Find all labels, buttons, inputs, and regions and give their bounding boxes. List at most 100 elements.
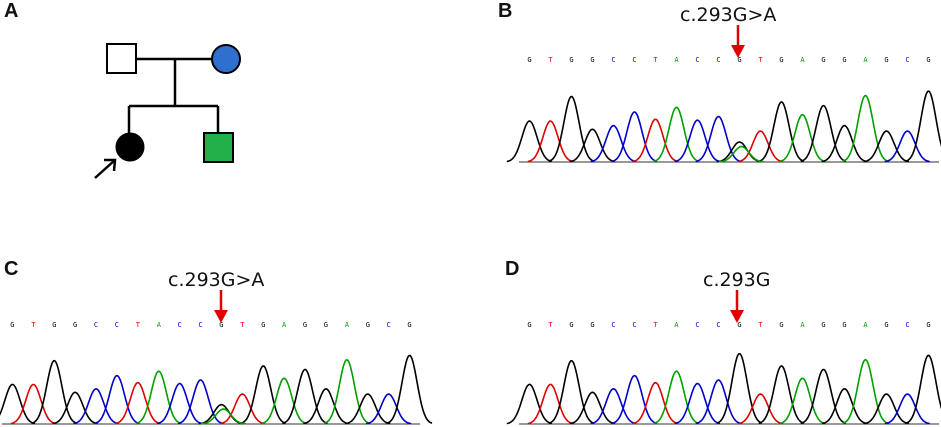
trace-peak-14-G xyxy=(800,368,847,425)
proband-circle xyxy=(115,132,145,162)
trace-peak-15-G xyxy=(821,124,867,163)
base-call-9: C xyxy=(716,321,720,329)
arrow-b xyxy=(731,25,745,58)
trace-peak-2-G xyxy=(548,95,595,163)
trace-peak-10-G xyxy=(716,352,763,424)
arrow-c xyxy=(214,290,228,323)
base-call-16: A xyxy=(345,321,350,329)
base-call-1: T xyxy=(548,321,553,329)
base-call-3: G xyxy=(590,56,594,64)
proband-arrow xyxy=(94,159,116,179)
trace-peak-1-T xyxy=(527,120,574,163)
panel-label-a: A xyxy=(4,0,19,22)
arrow-d xyxy=(730,290,744,323)
trace-peak-13-A xyxy=(779,113,826,163)
trace-peak-2-G xyxy=(548,359,595,425)
base-call-3: G xyxy=(73,321,77,329)
trace-peak-5-C xyxy=(611,111,658,163)
base-call-14: G xyxy=(303,321,307,329)
base-call-0: G xyxy=(527,56,531,64)
base-call-8: C xyxy=(695,56,699,64)
base-call-11: T xyxy=(758,321,763,329)
trace-peak-14-G xyxy=(800,104,847,163)
trace-peak-16-A xyxy=(842,358,889,425)
base-call-14: G xyxy=(821,56,825,64)
base-call-4: C xyxy=(94,321,98,329)
base-call-10: G xyxy=(737,321,741,329)
trace-peak-18-C xyxy=(365,393,412,425)
trace-peak-4-C xyxy=(590,387,636,425)
base-call-13: A xyxy=(800,321,805,329)
trace-peak-3-G xyxy=(569,128,615,163)
trace-peak-2-G xyxy=(31,359,77,425)
trace-peak-15-G xyxy=(821,387,867,425)
base-call-2: G xyxy=(569,56,573,64)
trace-peak-3-G xyxy=(52,391,98,425)
trace-peak-4-C xyxy=(73,388,119,425)
base-call-15: G xyxy=(842,56,846,64)
trace-peak-17-G xyxy=(345,393,391,425)
base-call-16: A xyxy=(863,321,868,329)
trace-peak-11-T xyxy=(737,393,783,425)
base-call-19: G xyxy=(926,56,930,64)
base-call-18: C xyxy=(386,321,390,329)
base-call-13: A xyxy=(282,321,287,329)
trace-peak-7-A xyxy=(653,106,700,163)
trace-peak-19-G xyxy=(905,354,941,424)
base-call-18: C xyxy=(905,56,909,64)
trace-peak-0-G xyxy=(506,120,553,163)
base-call-17: G xyxy=(884,321,888,329)
base-call-4: C xyxy=(611,56,615,64)
trace-peak-18-C xyxy=(884,393,930,425)
trace-peak-0-G xyxy=(0,383,36,425)
base-call-10: G xyxy=(219,321,223,329)
base-call-12: G xyxy=(779,56,783,64)
base-call-6: T xyxy=(653,321,658,329)
trace-peak-16-A xyxy=(324,359,370,425)
trace-peak-12-G xyxy=(758,365,805,425)
trace-peak-alt-A xyxy=(718,145,764,163)
trace-peak-9-C xyxy=(695,379,741,425)
base-call-10: G xyxy=(737,56,741,64)
trace-peak-11-T xyxy=(737,130,783,163)
trace-peak-1-T xyxy=(527,383,573,425)
base-call-1: T xyxy=(548,56,553,64)
base-call-4: C xyxy=(611,321,615,329)
trace-peak-9-C xyxy=(177,379,224,425)
base-call-7: A xyxy=(674,56,679,64)
panel-label-c: C xyxy=(4,258,19,280)
trace-peak-8-C xyxy=(674,382,721,425)
father-square xyxy=(106,43,137,74)
trace-peak-19-G xyxy=(386,354,433,424)
base-call-17: G xyxy=(366,321,370,329)
base-call-5: C xyxy=(632,56,636,64)
brother-square xyxy=(203,132,234,163)
mutation-label-c: c.293G>A xyxy=(168,269,265,291)
base-call-12: G xyxy=(261,321,265,329)
base-call-14: G xyxy=(821,321,825,329)
trace-peak-6-T xyxy=(632,118,679,163)
trace-peak-12-G xyxy=(758,101,805,163)
base-call-1: T xyxy=(31,321,36,329)
trace-peak-15-G xyxy=(303,388,349,425)
trace-peak-17-G xyxy=(863,130,909,163)
trace-peak-16-A xyxy=(842,94,889,163)
panel-label-b: B xyxy=(498,0,513,22)
trace-peak-5-C xyxy=(94,374,140,425)
base-call-6: T xyxy=(136,321,141,329)
base-call-13: A xyxy=(800,56,805,64)
trace-peak-5-C xyxy=(611,374,658,425)
base-call-5: C xyxy=(632,321,636,329)
base-call-12: G xyxy=(779,321,783,329)
trace-peak-13-A xyxy=(779,377,826,425)
trace-peak-9-C xyxy=(695,115,742,163)
trace-peak-19-G xyxy=(905,90,941,162)
base-call-6: T xyxy=(653,56,658,64)
base-call-2: G xyxy=(569,321,573,329)
panel-label-d: D xyxy=(505,258,520,280)
base-call-15: G xyxy=(324,321,328,329)
trace-peak-3-G xyxy=(569,391,615,425)
trace-peak-4-C xyxy=(590,124,636,163)
